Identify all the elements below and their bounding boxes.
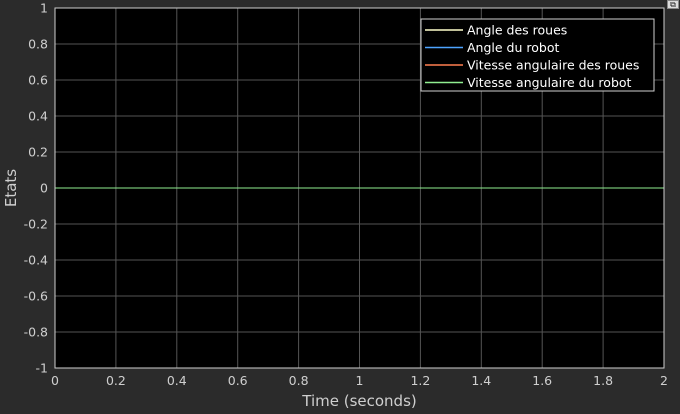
x-tick-label: 0	[51, 373, 59, 388]
y-tick-label: 0.6	[28, 73, 48, 88]
y-tick-label: 0	[40, 181, 48, 196]
x-axis-label: Time (seconds)	[301, 392, 417, 410]
y-tick-label: -0.2	[24, 217, 48, 232]
y-tick-label: -0.8	[24, 325, 48, 340]
x-tick-label: 0.4	[167, 373, 187, 388]
y-tick-label: 0.4	[28, 109, 48, 124]
x-tick-label: 1	[356, 373, 364, 388]
legend-label: Vitesse angulaire du robot	[467, 75, 632, 90]
y-tick-label: 1	[40, 1, 48, 16]
legend-label: Angle du robot	[467, 40, 559, 55]
legend[interactable]: Angle des roues Angle du robot Vitesse ang…	[420, 18, 655, 92]
y-tick-label: -1	[36, 361, 48, 376]
legend-box	[420, 18, 655, 92]
y-axis-label: Etats	[2, 169, 20, 207]
restore-icon[interactable]: ⧉	[667, 0, 679, 9]
x-tick-label: 1.2	[410, 373, 430, 388]
x-tick-label: 0.6	[228, 373, 248, 388]
x-tick-label: 2	[660, 373, 668, 388]
y-tick-label: -0.4	[24, 253, 48, 268]
x-tick-label: 1.8	[593, 373, 613, 388]
x-tick-label: 0.8	[289, 373, 309, 388]
y-tick-label: 0.8	[28, 37, 48, 52]
x-tick-label: 1.4	[471, 373, 491, 388]
legend-label: Angle des roues	[467, 23, 567, 38]
legend-label: Vitesse angulaire des roues	[467, 58, 639, 73]
x-tick-labels: 0 0.2 0.4 0.6 0.8 1 1.2 1.4 1.6 1.8 2	[51, 373, 668, 388]
y-tick-labels: 1 0.8 0.6 0.4 0.2 0 -0.2 -0.4 -0.6 -0.8 -1	[24, 1, 48, 376]
x-tick-label: 0.2	[106, 373, 126, 388]
x-tick-label: 1.6	[532, 373, 552, 388]
plot-border	[54, 7, 665, 369]
y-tick-label: 0.2	[28, 145, 48, 160]
y-tick-label: -0.6	[24, 289, 48, 304]
